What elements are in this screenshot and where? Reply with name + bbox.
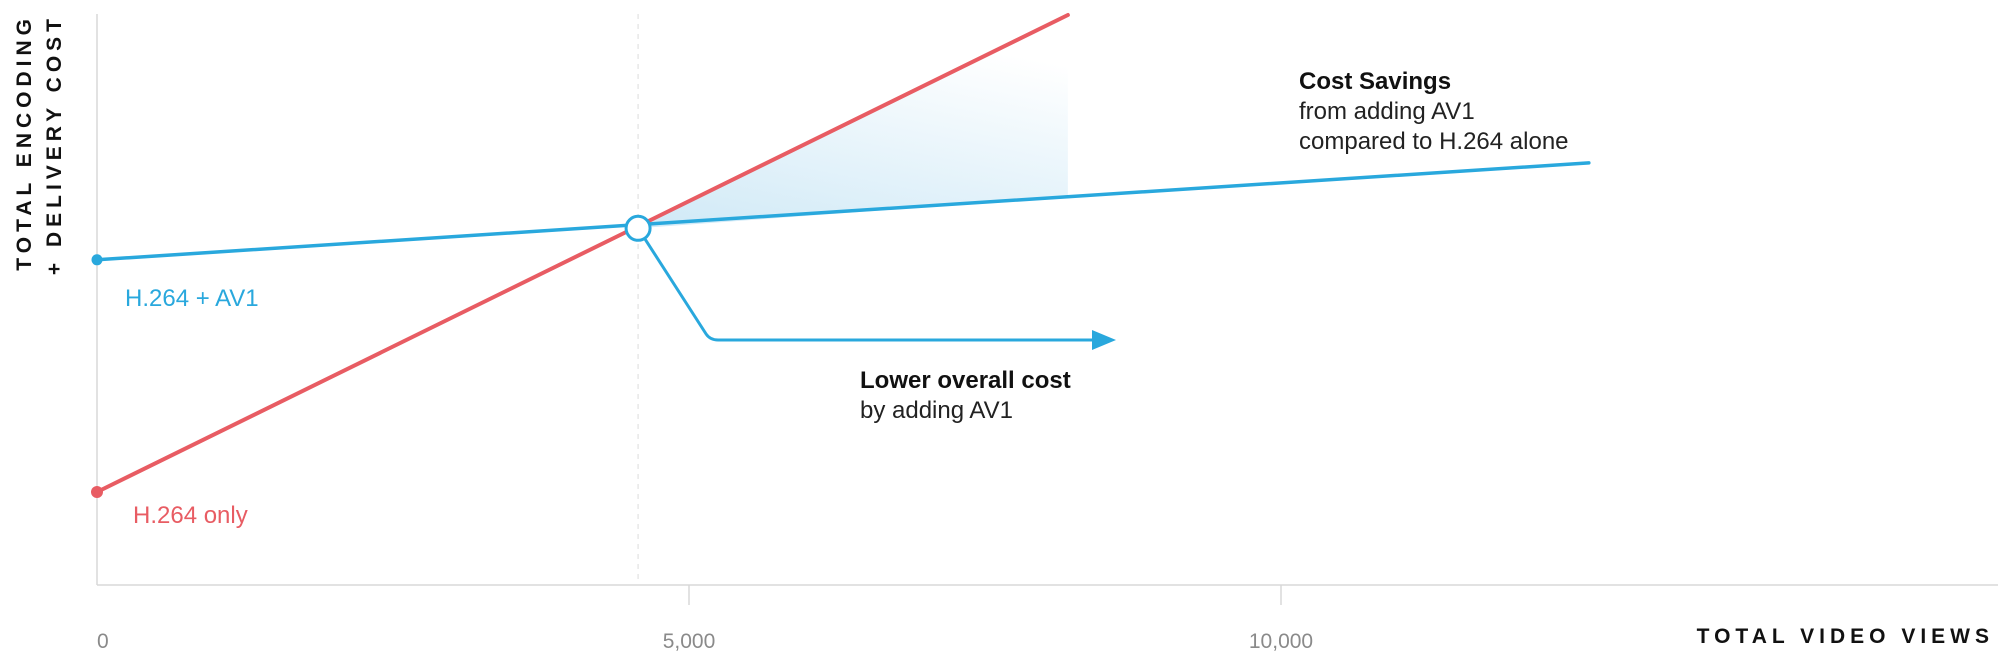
x-tick-label-0: 0 (97, 630, 109, 653)
y-axis-title-line-1: TOTAL ENCODING (13, 14, 36, 271)
annotation-lower-cost-line-1: by adding AV1 (860, 397, 1013, 424)
series-start-point-h264-av1 (91, 254, 103, 266)
series-label-h264-only: H.264 only (133, 502, 248, 529)
series-line-h264-only (95, 13, 1070, 494)
x-tick-label-10000: 10,000 (1249, 630, 1313, 653)
annotation-lower-cost-title: Lower overall cost (860, 367, 1071, 394)
annotation-cost-savings-line-2: compared to H.264 alone (1299, 128, 1569, 155)
lower-cost-arrowhead (1092, 330, 1116, 350)
y-axis-title-line-2: + DELIVERY COST (43, 14, 66, 275)
lower-cost-arrow-line (636, 226, 1097, 342)
x-tick-label-5000: 5,000 (663, 630, 716, 653)
series-start-point-h264-only (91, 485, 103, 498)
series-line-h264-av1 (95, 161, 1591, 262)
annotation-cost-savings-title: Cost Savings (1299, 68, 1451, 95)
x-axis-title: TOTAL VIDEO VIEWS (1697, 625, 1994, 648)
annotation-cost-savings-line-1: from adding AV1 (1299, 98, 1475, 125)
series-label-h264-av1: H.264 + AV1 (125, 285, 259, 312)
crossover-point (624, 214, 652, 242)
